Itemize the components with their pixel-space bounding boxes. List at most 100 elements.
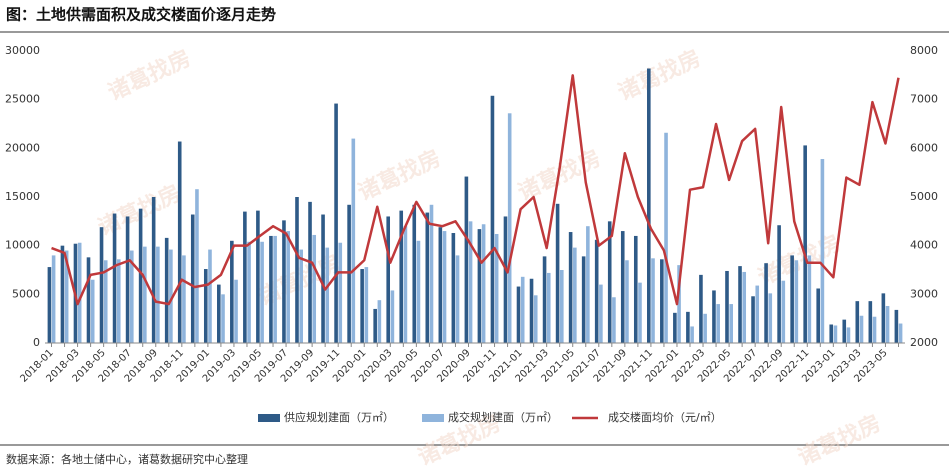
bar xyxy=(742,271,747,343)
bar xyxy=(677,265,681,343)
bar xyxy=(625,260,629,343)
bar xyxy=(520,276,525,343)
bar xyxy=(842,319,847,343)
bar xyxy=(308,201,312,343)
bar xyxy=(660,259,664,343)
bar xyxy=(755,285,760,343)
bar xyxy=(243,211,247,343)
y-tick-label: 5000 xyxy=(12,287,40,300)
bar xyxy=(699,274,703,343)
legend-label: 成交规划建面（万㎡） xyxy=(448,410,558,424)
bar xyxy=(820,159,825,343)
bar xyxy=(503,216,508,343)
y-tick-label: 10000 xyxy=(5,239,40,252)
watermark: 诸葛找房 xyxy=(104,45,195,106)
bar xyxy=(516,286,521,343)
bar xyxy=(438,227,443,343)
y-tick-label: 25000 xyxy=(5,93,40,106)
bar xyxy=(221,294,225,343)
legend-swatch xyxy=(422,414,444,422)
bar xyxy=(507,113,512,343)
bar xyxy=(664,132,668,343)
bar xyxy=(151,197,156,343)
watermark: 诸葛找房 xyxy=(794,410,885,470)
watermark: 诸葛找房 xyxy=(354,145,445,206)
bar xyxy=(885,306,890,343)
bar xyxy=(807,255,812,343)
bar xyxy=(638,282,642,343)
bar xyxy=(47,267,52,343)
bar xyxy=(546,272,551,343)
bar xyxy=(325,247,330,343)
bar xyxy=(429,204,434,343)
bar xyxy=(116,259,121,343)
bar xyxy=(494,233,499,343)
chart-title: 图：土地供需面积及成交楼面价逐月走势 xyxy=(6,6,276,24)
bar xyxy=(455,255,460,343)
bar xyxy=(777,225,781,343)
bar xyxy=(477,229,482,343)
bar xyxy=(898,323,903,343)
bar xyxy=(764,263,768,343)
bar xyxy=(781,280,786,343)
bar xyxy=(586,226,590,343)
bar xyxy=(594,239,599,343)
bar xyxy=(451,233,456,343)
bar xyxy=(295,197,299,343)
y2-tick-label: 5000 xyxy=(910,190,938,203)
price-line xyxy=(51,74,900,306)
bar xyxy=(738,266,742,343)
bar xyxy=(373,308,377,343)
bar xyxy=(464,176,469,343)
bar xyxy=(282,220,286,343)
bar xyxy=(651,258,655,343)
bar xyxy=(273,235,277,343)
bar xyxy=(607,221,612,343)
bar xyxy=(790,255,794,343)
bar xyxy=(338,242,343,343)
bar xyxy=(794,260,799,343)
bar xyxy=(620,231,625,343)
bar xyxy=(481,224,486,343)
bar xyxy=(868,301,873,343)
bar xyxy=(234,279,238,343)
y2-tick-label: 8000 xyxy=(910,44,938,57)
bar xyxy=(399,210,404,343)
bar xyxy=(829,324,834,343)
bar xyxy=(403,226,408,343)
y-tick-label: 0 xyxy=(33,336,40,349)
bar xyxy=(182,255,186,343)
bar xyxy=(559,270,564,343)
bar xyxy=(112,213,117,343)
bar xyxy=(703,313,707,343)
bar xyxy=(164,237,169,343)
bar xyxy=(768,293,773,343)
source: 数据来源：各地土储中心，诸葛数据研究中心整理 xyxy=(6,452,248,466)
bar xyxy=(690,326,694,343)
bar xyxy=(859,315,864,343)
y2-tick-label: 3000 xyxy=(910,287,938,300)
bar xyxy=(581,256,586,343)
bar xyxy=(846,327,851,343)
bar xyxy=(803,145,807,343)
bar xyxy=(51,255,56,343)
bar xyxy=(347,204,351,343)
bar xyxy=(712,290,716,343)
bar xyxy=(716,304,720,343)
bar xyxy=(490,95,495,343)
y-tick-label: 30000 xyxy=(5,44,40,57)
bar xyxy=(177,141,182,343)
bar xyxy=(816,288,821,343)
bar xyxy=(125,216,130,343)
bar xyxy=(599,284,603,343)
bar xyxy=(360,269,364,343)
bar xyxy=(60,245,65,343)
bar xyxy=(312,234,317,343)
bar xyxy=(855,301,860,343)
bar xyxy=(256,210,260,343)
bar xyxy=(573,247,577,343)
bar xyxy=(894,309,899,343)
y-tick-label: 15000 xyxy=(5,190,40,203)
y2-tick-label: 7000 xyxy=(910,93,938,106)
